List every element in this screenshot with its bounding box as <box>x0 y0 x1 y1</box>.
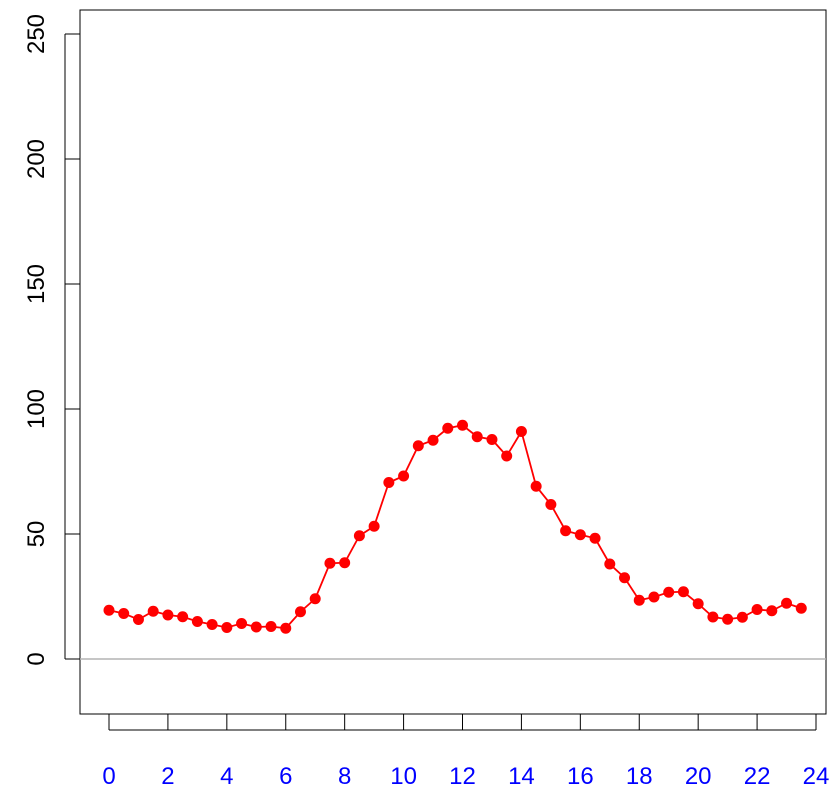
x-tick-label: 18 <box>626 763 653 790</box>
x-tick-label: 6 <box>279 763 292 790</box>
x-axis: 0 2 4 6 8 10 12 14 16 18 20 22 24 <box>102 714 829 790</box>
data-point <box>795 602 807 614</box>
data-point <box>412 440 424 452</box>
data-point <box>427 434 439 446</box>
x-tick-label: 20 <box>685 763 712 790</box>
data-point <box>162 609 174 621</box>
data-point <box>515 426 527 437</box>
data-point <box>280 622 292 634</box>
plot-frame <box>79 9 827 715</box>
data-point <box>294 606 306 618</box>
data-point <box>368 520 380 532</box>
data-point <box>751 604 763 615</box>
x-tick-label: 2 <box>161 763 174 790</box>
data-point <box>648 591 660 603</box>
data-point <box>471 431 483 443</box>
data-point <box>589 532 601 544</box>
x-tick-label: 24 <box>803 763 830 790</box>
x-tick-label: 12 <box>449 763 476 790</box>
data-point <box>339 557 351 569</box>
data-point <box>486 434 498 445</box>
data-point <box>766 605 778 617</box>
x-tick-label: 10 <box>390 763 417 790</box>
data-point <box>574 529 586 541</box>
data-point <box>530 480 542 492</box>
data-point <box>781 597 793 609</box>
series-line <box>108 424 802 630</box>
data-point <box>545 499 557 510</box>
data-point <box>103 604 115 616</box>
data-point <box>118 608 130 619</box>
data-point <box>191 616 203 627</box>
data-point <box>398 470 410 482</box>
data-point <box>663 586 675 598</box>
data-point <box>383 477 395 488</box>
data-point <box>707 611 719 623</box>
data-point <box>619 572 631 584</box>
data-point <box>309 593 321 605</box>
series-group <box>103 419 807 634</box>
y-tick-label: 100 <box>23 389 50 429</box>
data-point <box>221 622 233 633</box>
y-tick-label: 200 <box>23 139 50 179</box>
data-point <box>250 621 262 633</box>
y-axis: 0 50 100 150 200 250 <box>23 14 80 666</box>
data-point <box>236 618 248 629</box>
y-tick-label: 50 <box>23 521 50 548</box>
data-point <box>442 422 454 434</box>
data-point <box>722 613 734 625</box>
data-point <box>177 611 189 623</box>
data-point <box>265 621 277 632</box>
data-point <box>501 450 513 462</box>
x-tick-label: 16 <box>567 763 594 790</box>
data-point <box>677 586 689 598</box>
data-point <box>206 619 218 630</box>
y-tick-label: 150 <box>23 264 50 304</box>
x-tick-label: 14 <box>508 763 535 790</box>
x-tick-label: 22 <box>744 763 771 790</box>
x-tick-label: 0 <box>102 763 115 790</box>
data-point <box>560 525 572 537</box>
x-tick-label: 8 <box>338 763 351 790</box>
data-point <box>692 598 704 610</box>
x-tick-label: 4 <box>220 763 233 790</box>
data-point <box>147 605 159 617</box>
data-point <box>457 419 468 431</box>
data-point <box>324 557 336 569</box>
data-point <box>633 594 645 606</box>
y-tick-label: 250 <box>23 14 50 54</box>
data-point <box>736 611 748 623</box>
data-point <box>353 530 365 542</box>
data-point <box>132 614 144 625</box>
y-tick-label: 0 <box>23 652 50 665</box>
data-point <box>604 558 616 570</box>
